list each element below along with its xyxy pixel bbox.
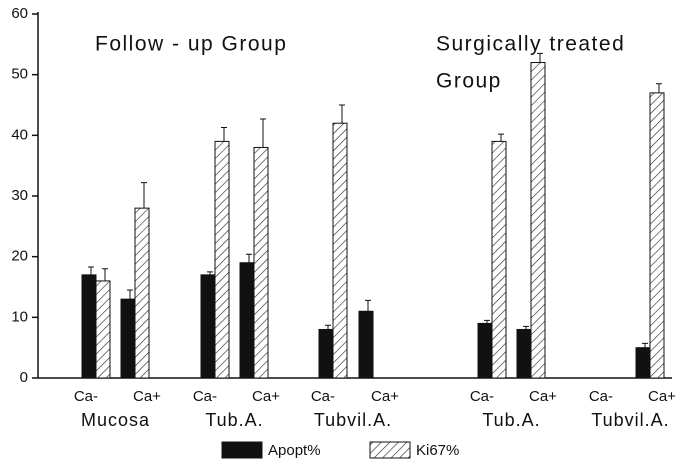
x-tick-label: Ca- [311,388,335,405]
x-tick-label: Ca+ [529,388,557,405]
y-tick-label: 50 [11,66,28,83]
annotation: Group [436,70,502,93]
bar [81,274,97,379]
bar [635,347,651,379]
bar [358,310,374,379]
y-tick-label: 30 [11,187,28,204]
x-tick-label: Ca- [589,388,613,405]
error-bar [498,133,504,142]
y-tick-label: 40 [11,126,28,143]
error-bar [339,104,345,124]
x-tick-label: Ca+ [133,388,161,405]
bar [332,122,348,379]
bar [477,322,493,379]
bar [318,328,334,379]
bar [253,146,269,379]
error-bar [221,126,227,142]
group-label: Tub.A. [205,410,263,430]
legend-swatch [369,441,411,459]
error-bar [102,268,108,281]
y-tick-label: 0 [20,369,28,386]
bar [134,207,150,379]
error-bar [127,289,133,300]
x-tick-label: Ca- [470,388,494,405]
y-tick-label: 20 [11,248,28,265]
x-tick-label: Ca- [193,388,217,405]
bar [214,140,230,379]
legend-label: Apopt% [268,442,321,459]
bar [200,274,216,379]
bar [649,92,665,379]
x-tick-label: Ca+ [371,388,399,405]
bar [491,140,507,379]
error-bar [537,52,543,63]
x-tick-label: Ca+ [648,388,676,405]
x-tick-label: Ca+ [252,388,280,405]
error-bar [88,266,94,275]
error-bar [365,299,371,312]
error-bar [246,253,252,263]
bar [120,298,136,379]
error-bar [260,118,266,148]
error-bar [523,325,529,330]
x-tick-label: Ca- [74,388,98,405]
error-bar [484,319,490,324]
error-bar [642,342,648,348]
error-bar [656,83,662,93]
group-label: Tubvil.A. [314,410,392,430]
error-bar [207,271,213,275]
bar [530,62,546,379]
y-tick-label: 10 [11,308,28,325]
annotation: Follow - up Group [95,33,287,56]
bar [239,262,255,379]
group-label: Tubvil.A. [591,410,669,430]
bar [95,280,111,379]
legend-swatch [221,441,263,459]
group-label: Mucosa [81,410,150,430]
error-bar [141,182,147,209]
legend-label: Ki67% [416,442,459,459]
error-bar [325,324,331,330]
annotation: Surgically treated [436,33,625,56]
group-label: Tub.A. [482,410,540,430]
y-tick-label: 60 [11,5,28,22]
bar [516,328,532,379]
